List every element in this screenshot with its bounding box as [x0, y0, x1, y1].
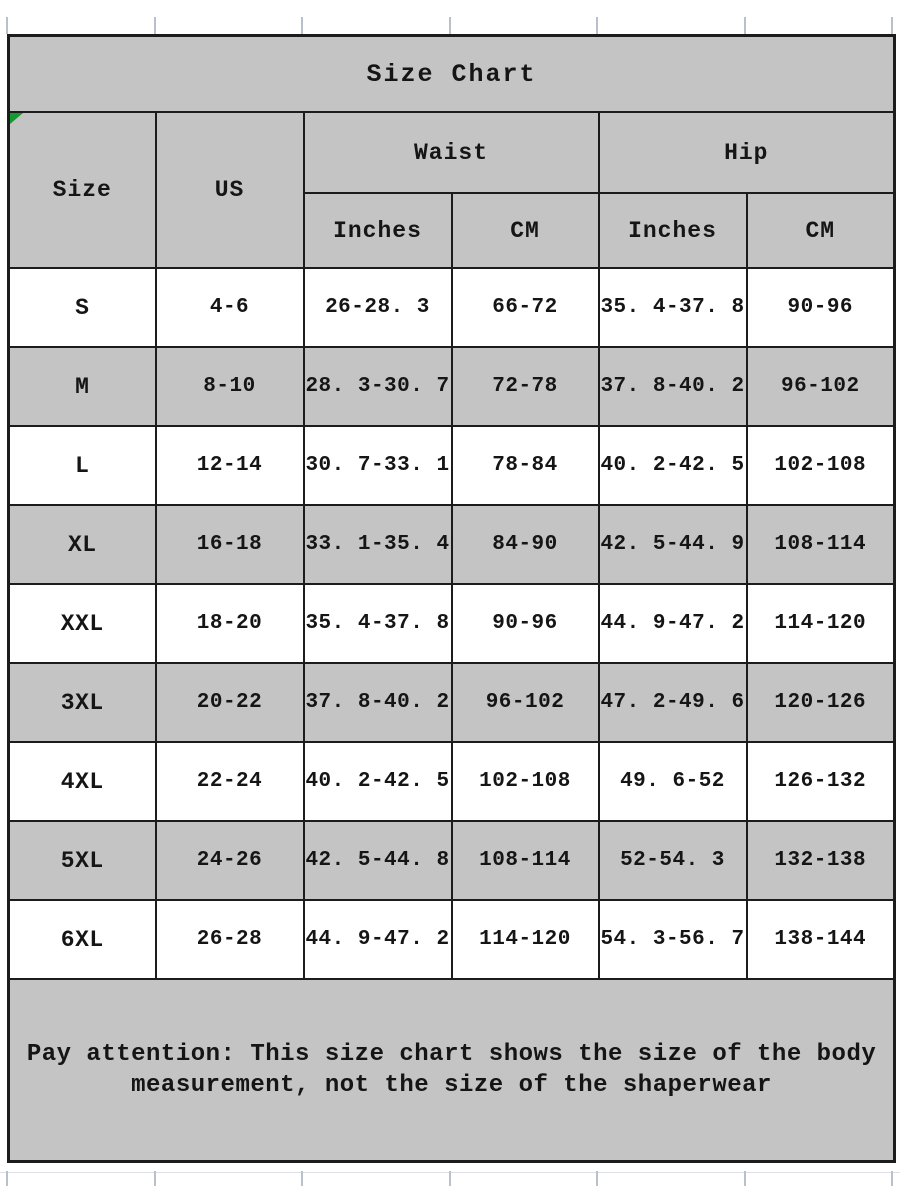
cell-size: XL	[7, 504, 157, 585]
note-cell: Pay attention: This size chart shows the…	[7, 978, 896, 1163]
cell-waist-inches: 28. 3-30. 7	[302, 346, 453, 427]
table-row-xl: XL 16-18 33. 1-35. 4 84-90 42. 5-44. 9 1…	[7, 504, 896, 585]
cell-us: 18-20	[154, 583, 305, 664]
cell-hip-cm: 96-102	[745, 346, 896, 427]
cell-hip-inches: 40. 2-42. 5	[597, 425, 748, 506]
gridline-stub	[744, 1171, 746, 1186]
cell-us: 22-24	[154, 741, 305, 822]
cell-size: M	[7, 346, 157, 427]
cell-us: 8-10	[154, 346, 305, 427]
note-line-2: measurement, not the size of the shaperw…	[131, 1072, 772, 1099]
table-row-5xl: 5XL 24-26 42. 5-44. 8 108-114 52-54. 3 1…	[7, 820, 896, 901]
cell-waist-cm: 72-78	[450, 346, 600, 427]
cell-hip-cm: 138-144	[745, 899, 896, 980]
cell-hip-inches: 54. 3-56. 7	[597, 899, 748, 980]
table-row-s: S 4-6 26-28. 3 66-72 35. 4-37. 8 90-96	[7, 267, 896, 348]
table-row-6xl: 6XL 26-28 44. 9-47. 2 114-120 54. 3-56. …	[7, 899, 896, 980]
title-row: Size Chart	[7, 34, 896, 113]
table-row-3xl: 3XL 20-22 37. 8-40. 2 96-102 47. 2-49. 6…	[7, 662, 896, 743]
cell-waist-inches: 42. 5-44. 8	[302, 820, 453, 901]
header-hip: Hip	[597, 111, 896, 194]
header-us: US	[154, 111, 305, 269]
note-row: Pay attention: This size chart shows the…	[7, 978, 896, 1163]
cell-us: 20-22	[154, 662, 305, 743]
note-line-1: Pay attention: This size chart shows the…	[26, 1041, 877, 1068]
table-row-l: L 12-14 30. 7-33. 1 78-84 40. 2-42. 5 10…	[7, 425, 896, 506]
cell-waist-inches: 33. 1-35. 4	[302, 504, 453, 585]
cell-size: 6XL	[7, 899, 157, 980]
cell-waist-cm: 66-72	[450, 267, 600, 348]
header-size-label: Size	[52, 177, 112, 203]
cell-size: L	[7, 425, 157, 506]
gridline-stub	[6, 17, 8, 34]
cell-hip-inches: 52-54. 3	[597, 820, 748, 901]
cell-waist-cm: 114-120	[450, 899, 600, 980]
header-waist-cm: CM	[450, 192, 600, 269]
gridline-stub	[449, 1171, 451, 1186]
cell-size: 3XL	[7, 662, 157, 743]
size-chart-table: Size Chart Size US Waist Hip Inches CM I…	[7, 34, 897, 1163]
cell-waist-cm: 102-108	[450, 741, 600, 822]
header-row-top: Size US Waist Hip	[7, 111, 896, 269]
cell-waist-cm: 84-90	[450, 504, 600, 585]
cell-hip-cm: 102-108	[745, 425, 896, 506]
cell-hip-cm: 114-120	[745, 583, 896, 664]
header-hip-inches: Inches	[597, 192, 748, 269]
cell-size: XXL	[7, 583, 157, 664]
cell-us: 12-14	[154, 425, 305, 506]
gridline-stub	[449, 17, 451, 34]
gridline-stub	[891, 17, 893, 34]
cell-us: 24-26	[154, 820, 305, 901]
cell-waist-inches: 35. 4-37. 8	[302, 583, 453, 664]
cell-us: 16-18	[154, 504, 305, 585]
cell-waist-inches: 26-28. 3	[302, 267, 453, 348]
gridline-stub	[596, 17, 598, 34]
gridline-stub	[154, 17, 156, 34]
gridline-stub	[6, 1171, 8, 1186]
cell-hip-cm: 90-96	[745, 267, 896, 348]
header-waist-inches: Inches	[302, 192, 453, 269]
gridline-stub	[744, 17, 746, 34]
cell-us: 4-6	[154, 267, 305, 348]
cell-error-indicator-icon	[10, 114, 23, 124]
cell-waist-inches: 44. 9-47. 2	[302, 899, 453, 980]
cell-waist-cm: 90-96	[450, 583, 600, 664]
cell-waist-inches: 37. 8-40. 2	[302, 662, 453, 743]
cell-hip-inches: 35. 4-37. 8	[597, 267, 748, 348]
header-hip-cm: CM	[745, 192, 896, 269]
cell-hip-inches: 37. 8-40. 2	[597, 346, 748, 427]
header-size: Size	[7, 111, 157, 269]
chart-title: Size Chart	[7, 34, 896, 113]
cell-hip-inches: 47. 2-49. 6	[597, 662, 748, 743]
gridline-stub	[301, 1171, 303, 1186]
cell-hip-inches: 49. 6-52	[597, 741, 748, 822]
table-row-4xl: 4XL 22-24 40. 2-42. 5 102-108 49. 6-52 1…	[7, 741, 896, 822]
header-row-sub: Inches CM Inches CM	[9, 192, 896, 269]
cell-waist-cm: 108-114	[450, 820, 600, 901]
cell-waist-inches: 30. 7-33. 1	[302, 425, 453, 506]
cell-waist-cm: 96-102	[450, 662, 600, 743]
cell-hip-cm: 120-126	[745, 662, 896, 743]
header-waist: Waist	[302, 111, 600, 194]
cell-us: 26-28	[154, 899, 305, 980]
cell-hip-cm: 126-132	[745, 741, 896, 822]
cell-size: S	[7, 267, 157, 348]
gridline-stub	[596, 1171, 598, 1186]
cell-hip-cm: 108-114	[745, 504, 896, 585]
table-row-m: M 8-10 28. 3-30. 7 72-78 37. 8-40. 2 96-…	[7, 346, 896, 427]
cell-waist-cm: 78-84	[450, 425, 600, 506]
gridline-stub	[891, 1171, 893, 1186]
cell-size: 4XL	[7, 741, 157, 822]
cell-hip-inches: 42. 5-44. 9	[597, 504, 748, 585]
cell-size: 5XL	[7, 820, 157, 901]
table-row-xxl: XXL 18-20 35. 4-37. 8 90-96 44. 9-47. 2 …	[7, 583, 896, 664]
gridline-stub	[301, 17, 303, 34]
cell-waist-inches: 40. 2-42. 5	[302, 741, 453, 822]
gridline-stub	[154, 1171, 156, 1186]
cell-hip-inches: 44. 9-47. 2	[597, 583, 748, 664]
cell-hip-cm: 132-138	[745, 820, 896, 901]
